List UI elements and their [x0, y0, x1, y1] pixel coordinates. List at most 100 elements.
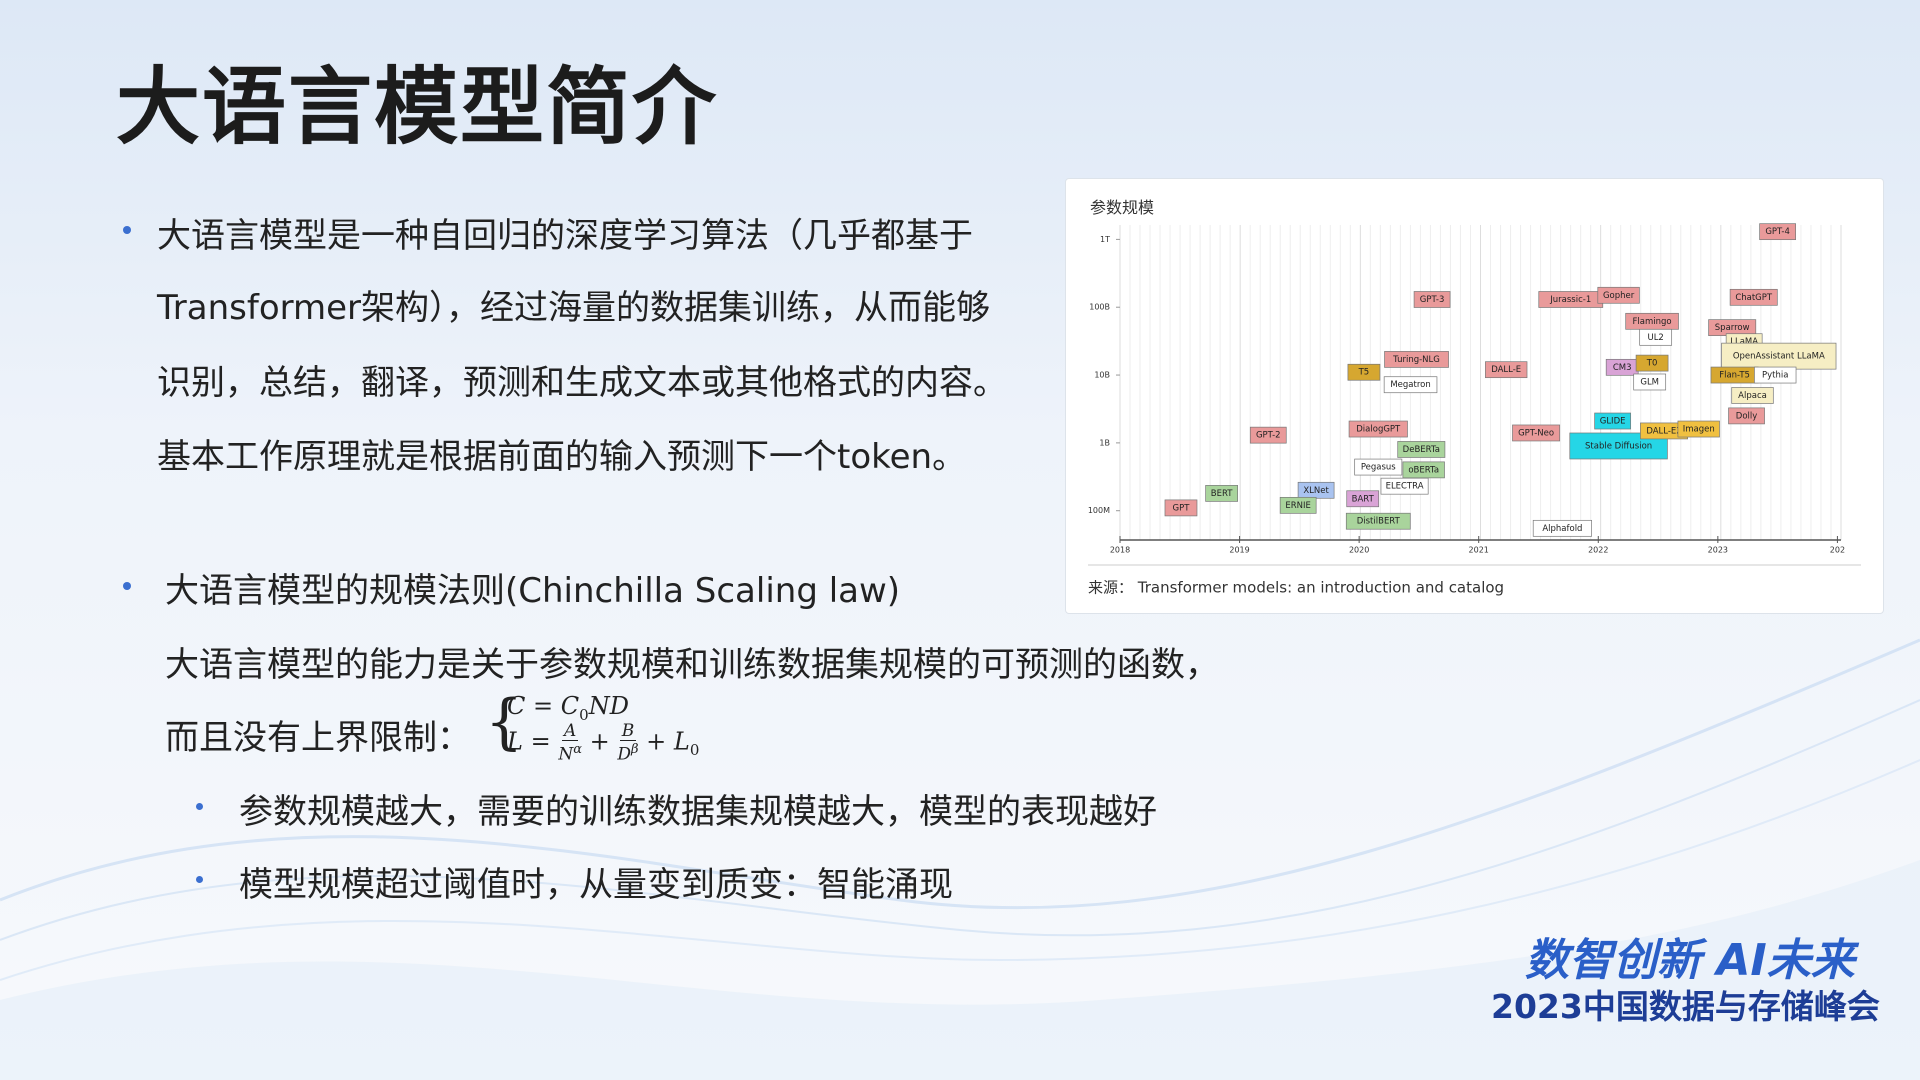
bullet-text: 大语言模型的能力是关于参数规模和训练数据集规模的可预测的函数，	[165, 645, 1219, 685]
formula-term: ND	[588, 692, 629, 720]
model-box	[1729, 288, 1778, 306]
formula-term: B	[619, 721, 637, 741]
formula-term: +	[589, 727, 610, 756]
model-box	[1635, 354, 1669, 372]
x-tick-label: 2022	[1588, 546, 1608, 555]
formula-term: C	[560, 692, 580, 720]
bullet-dot	[123, 226, 131, 234]
model-label: UL2	[1647, 333, 1663, 343]
model-label: Flamingo	[1633, 317, 1672, 327]
x-tick-label: 202	[1830, 546, 1845, 555]
y-tick-label: 10B	[1094, 371, 1110, 380]
model-label: XLNet	[1303, 486, 1329, 496]
model-label: ELECTRA	[1386, 482, 1424, 492]
formula-term: A	[562, 721, 579, 741]
model-label: T0	[1646, 359, 1658, 369]
model-label: Megatron	[1390, 380, 1430, 390]
bullet-dot	[196, 803, 203, 810]
model-label: GPT-Neo	[1518, 428, 1554, 438]
model-box	[1380, 477, 1429, 495]
y-tick-label: 1B	[1099, 438, 1110, 447]
model-box	[1345, 512, 1411, 530]
model-label: Alpaca	[1738, 391, 1767, 401]
model-label: oBERTa	[1408, 465, 1439, 475]
model-box	[1249, 426, 1287, 444]
model-label: DialogGPT	[1356, 425, 1401, 435]
bullet-text: 识别，总结，翻译，预测和生成文本或其他格式的内容。	[157, 363, 1007, 403]
model-label: Alphafold	[1542, 524, 1582, 534]
model-label: Dolly	[1736, 411, 1758, 421]
model-label: BERT	[1211, 489, 1233, 499]
model-box	[1597, 286, 1640, 304]
y-tick-label: 100B	[1089, 303, 1110, 312]
model-box	[1594, 412, 1631, 430]
bullet-text: 而且没有上界限制：	[165, 718, 471, 758]
model-box	[1279, 496, 1317, 514]
model-label: Stable Diffusion	[1585, 441, 1652, 451]
model-box	[1205, 485, 1238, 502]
model-label: T5	[1358, 368, 1370, 378]
formula-term: C	[507, 692, 526, 720]
formula-term: β	[631, 742, 639, 757]
bullet-text: Transformer架构），经过海量的数据集训练，从而能够	[157, 288, 991, 328]
model-box	[1413, 291, 1451, 308]
model-label: GPT-4	[1765, 227, 1790, 237]
model-label: BART	[1352, 494, 1375, 504]
model-box	[1532, 519, 1592, 537]
bullet-text: 基本工作原理就是根据前面的输入预测下一个token。	[157, 437, 967, 477]
model-box	[1728, 407, 1765, 425]
x-tick-label: 2019	[1229, 546, 1249, 555]
y-tick-label: 100M	[1088, 506, 1110, 515]
bullet-dot	[123, 582, 131, 590]
model-label: OpenAssistant LLaMA	[1733, 352, 1825, 362]
model-label: GPT-2	[1256, 431, 1281, 441]
model-label: Pegasus	[1361, 463, 1396, 473]
bullet-text: 大语言模型是一种自回归的深度学习算法（几乎都基于	[157, 216, 973, 256]
formula-term: =	[530, 727, 551, 756]
formula-term: 0	[579, 705, 589, 724]
model-label: Imagen	[1683, 425, 1715, 435]
model-label: GLIDE	[1600, 417, 1626, 427]
model-label: DistilBERT	[1357, 517, 1401, 527]
model-label: DALL-E	[1491, 365, 1521, 375]
x-tick-label: 2020	[1349, 546, 1369, 555]
model-box	[1354, 458, 1403, 476]
model-label: LLaMA	[1730, 337, 1758, 347]
model-box	[1485, 361, 1528, 379]
model-label: Sparrow	[1715, 323, 1750, 333]
figure-card: 参数规模 来源： Transformer models: an introduc…	[1065, 178, 1884, 614]
model-label: ERNIE	[1285, 501, 1311, 511]
formula-term: L	[507, 727, 523, 756]
model-box	[1633, 373, 1667, 391]
model-label: Pythia	[1762, 371, 1788, 381]
formula-term: 0	[689, 741, 700, 760]
formula-term: L	[673, 727, 690, 756]
x-tick-label: 2023	[1708, 546, 1728, 555]
model-label: DALL-E2	[1646, 426, 1681, 436]
model-box	[1384, 351, 1449, 368]
slide-title: 大语言模型简介	[116, 58, 719, 156]
formula-term: +	[646, 727, 667, 756]
model-box	[1731, 387, 1774, 404]
formula-term: =	[533, 692, 554, 720]
model-box	[1639, 328, 1673, 346]
model-label: GPT	[1173, 503, 1191, 513]
figure-chart: 参数规模 来源： Transformer models: an introduc…	[1088, 198, 1861, 597]
slogan: 数智创新 AI未来	[1525, 935, 1855, 986]
model-box	[1397, 441, 1446, 458]
y-tick-label: 1T	[1100, 235, 1110, 244]
formula-term: N	[558, 744, 574, 765]
figure-y-title: 参数规模	[1090, 198, 1154, 217]
model-label: ChatGPT	[1735, 293, 1773, 303]
sub-bullet-text: 参数规模越大，需要的训练数据集规模越大，模型的表现越好	[239, 792, 1157, 832]
model-label: DeBERTa	[1403, 445, 1440, 455]
model-box	[1383, 376, 1438, 394]
x-tick-label: 2021	[1469, 546, 1489, 555]
model-label: CM3	[1613, 363, 1632, 373]
model-box	[1759, 223, 1796, 241]
formula-term: D	[617, 744, 632, 765]
formula-term: α	[573, 742, 582, 757]
bullet-text: 大语言模型的规模法则(Chinchilla Scaling law)	[165, 571, 901, 611]
model-box	[1348, 420, 1408, 438]
